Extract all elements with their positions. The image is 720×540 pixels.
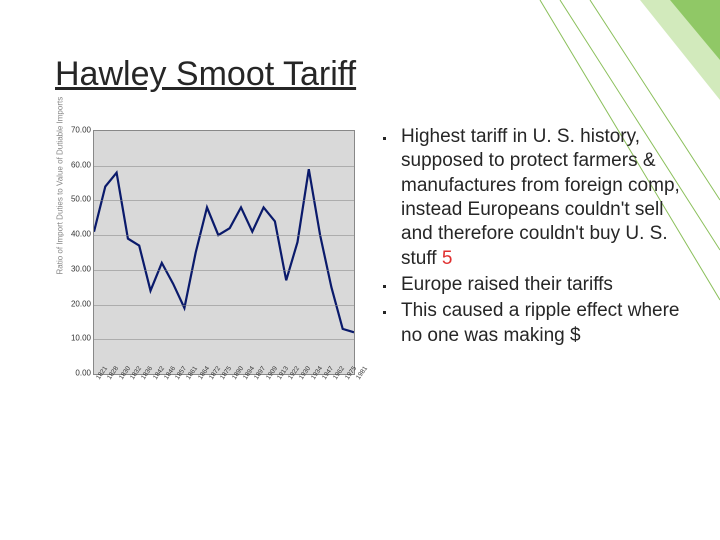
bullet-item: Europe raised their tariffs xyxy=(383,273,695,297)
text-column: Highest tariff in U. S. history, suppose… xyxy=(365,125,695,510)
grid-line xyxy=(94,235,354,236)
grid-line xyxy=(94,166,354,167)
slide-title: Hawley Smoot Tariff xyxy=(55,55,356,94)
bullet-dot xyxy=(383,311,386,314)
bullet-text: This caused a ripple effect where no one… xyxy=(401,300,679,345)
bullet-text: Europe raised their tariffs xyxy=(401,274,613,295)
grid-line xyxy=(94,339,354,340)
grid-line xyxy=(94,270,354,271)
bullet-dot xyxy=(383,285,386,288)
ytick-label: 50.00 xyxy=(71,195,91,204)
bullet-extra: 5 xyxy=(442,248,453,269)
slide: Hawley Smoot Tariff Ratio of Import Duti… xyxy=(0,0,720,540)
grid-line xyxy=(94,200,354,201)
grid-line xyxy=(94,305,354,306)
ytick-label: 30.00 xyxy=(71,264,91,273)
bullet-dot xyxy=(383,137,386,140)
chart-line xyxy=(94,169,354,332)
bullet-item: Highest tariff in U. S. history, suppose… xyxy=(383,125,695,271)
bullet-item: This caused a ripple effect where no one… xyxy=(383,299,695,348)
bullet-list: Highest tariff in U. S. history, suppose… xyxy=(383,125,695,348)
ytick-label: 60.00 xyxy=(71,160,91,169)
ytick-label: 0.00 xyxy=(75,369,91,378)
ytick-label: 40.00 xyxy=(71,230,91,239)
ytick-label: 10.00 xyxy=(71,334,91,343)
chart-svg xyxy=(94,131,354,374)
content-row: Ratio of Import Duties to Value of Dutia… xyxy=(55,125,695,510)
ytick-label: 70.00 xyxy=(71,126,91,135)
plot-area xyxy=(93,130,355,375)
chart-box: 0.0010.0020.0030.0040.0050.0060.0070.001… xyxy=(65,125,360,405)
ytick-label: 20.00 xyxy=(71,299,91,308)
chart-column: Ratio of Import Duties to Value of Dutia… xyxy=(55,125,365,510)
chart-ylabel: Ratio of Import Duties to Value of Dutia… xyxy=(56,265,65,275)
